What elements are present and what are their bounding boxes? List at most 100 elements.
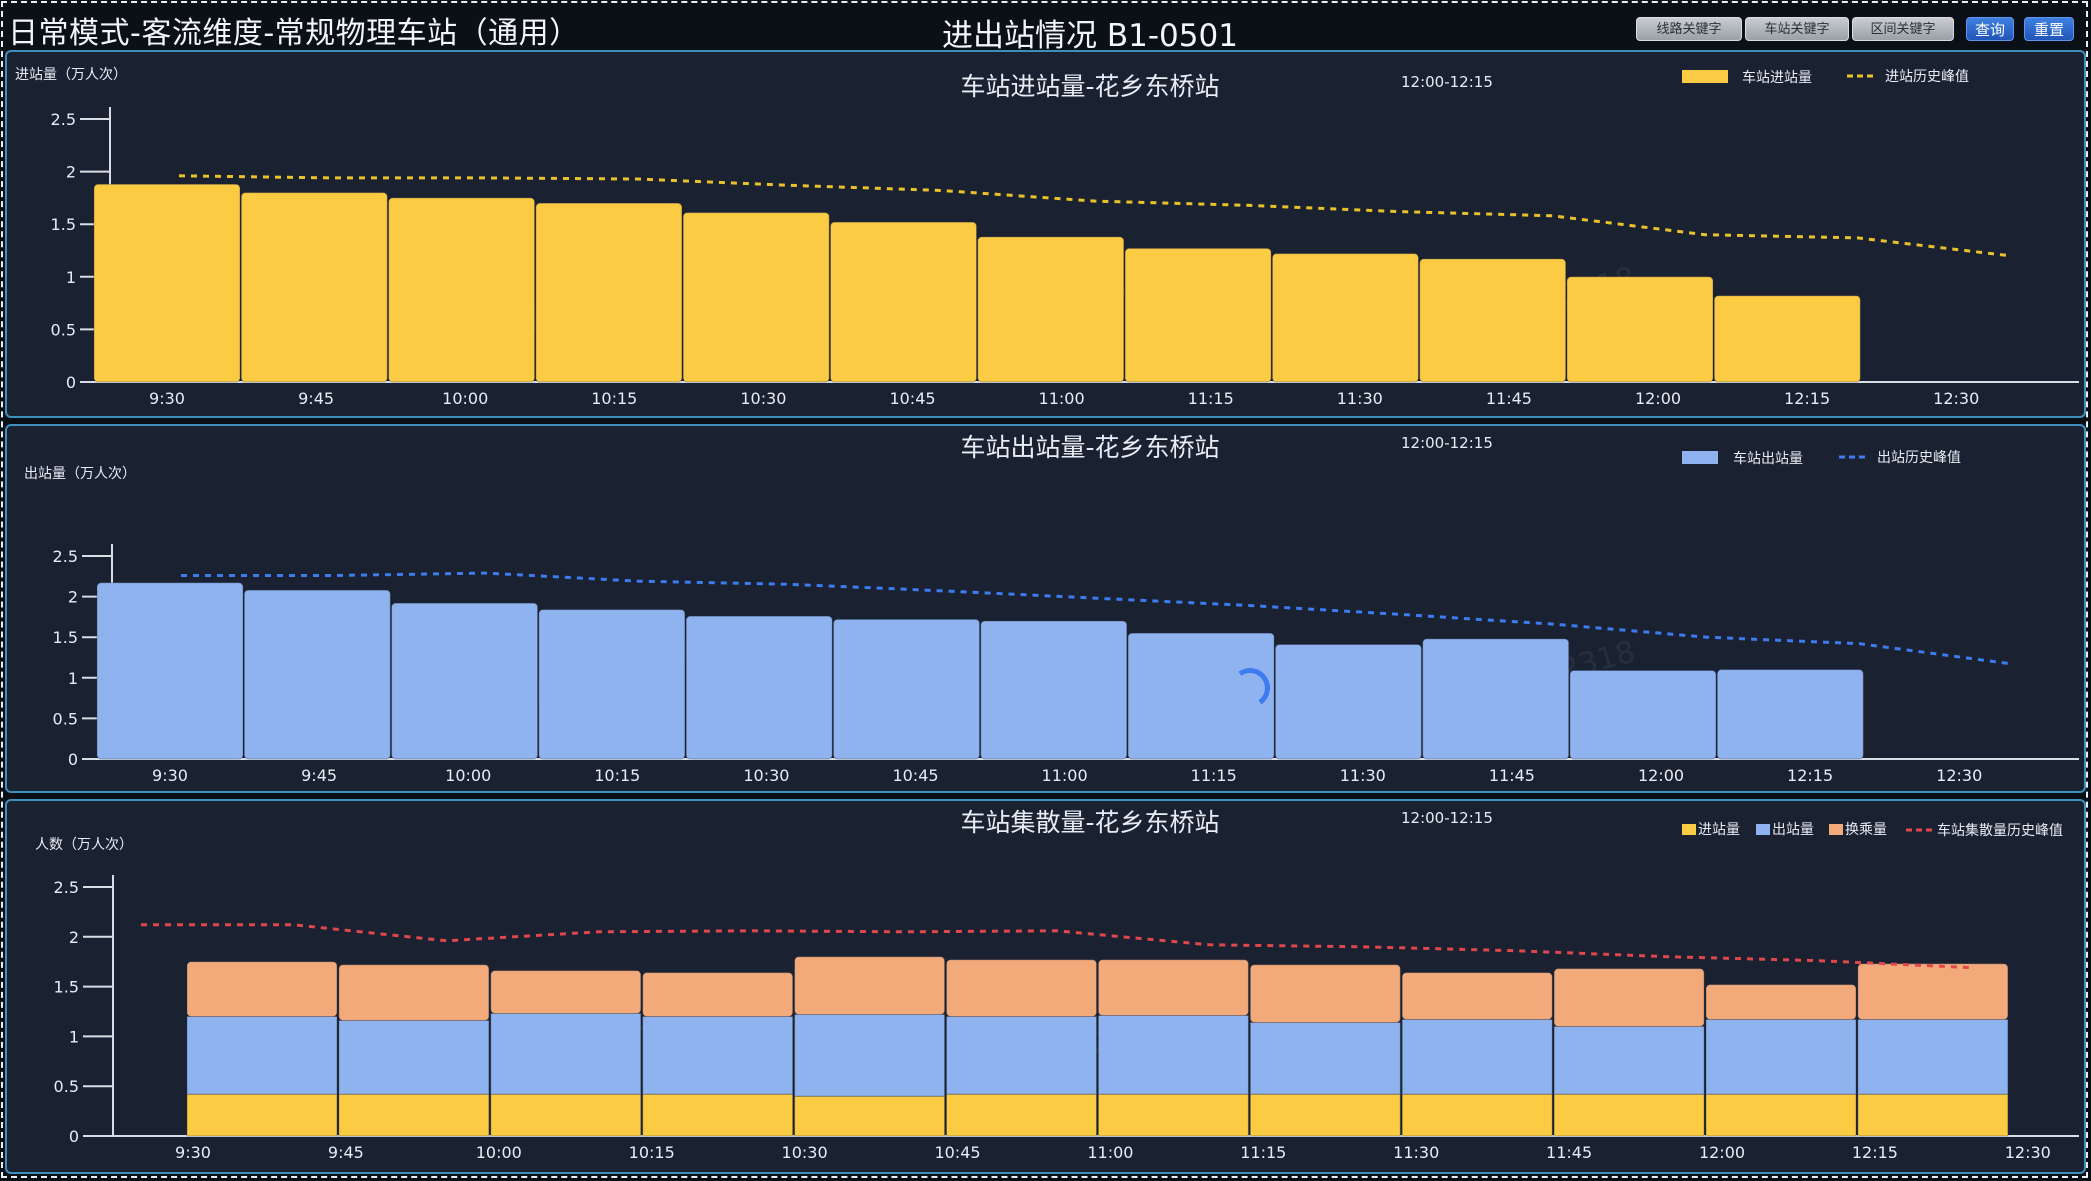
y-tick-label: 1	[69, 1027, 79, 1046]
x-tick-label: 11:15	[1188, 389, 1234, 408]
x-tick-label: 12:15	[1852, 1143, 1898, 1162]
y-tick-label: 0	[69, 1127, 79, 1146]
stack-segment-entry	[1705, 1093, 1857, 1137]
legend-label: 出站历史峰值	[1877, 450, 1961, 466]
legend-label: 车站出站量	[1733, 450, 1803, 467]
y-tick-label: 0	[66, 373, 76, 392]
entry-bar	[1566, 276, 1714, 383]
stack-segment-entry	[946, 1093, 1097, 1137]
x-tick-label: 12:00	[1635, 389, 1681, 408]
x-tick-label: 11:30	[1337, 389, 1383, 408]
x-tick-label: 10:00	[442, 389, 488, 408]
x-tick-label: 12:00	[1638, 766, 1684, 785]
x-tick-label: 11:45	[1546, 1143, 1592, 1162]
x-tick-label: 11:00	[1042, 766, 1088, 785]
stack-segment-entry	[186, 1093, 338, 1137]
chart-title: 车站出站量-花乡东桥站	[960, 433, 1219, 462]
stack-segment-transfer	[490, 970, 642, 1014]
entry-bar	[1271, 253, 1419, 383]
stack-segment-transfer	[1553, 968, 1705, 1027]
stack-segment-exit	[1553, 1025, 1705, 1095]
stack-segment-transfer	[186, 961, 338, 1017]
y-tick-label: 2.5	[53, 547, 78, 566]
legend-label: 车站进站量	[1742, 69, 1812, 86]
stack-segment-exit	[794, 1013, 946, 1097]
stack-segment-transfer	[1857, 963, 2009, 1020]
stack-segment-transfer	[1705, 984, 1857, 1020]
exit-bar	[1422, 638, 1570, 760]
x-tick-label: 10:15	[591, 389, 637, 408]
exit-bar	[96, 582, 244, 760]
stack-segment-exit	[1401, 1018, 1553, 1095]
x-tick-label: 10:00	[445, 766, 491, 785]
entry-bar	[240, 192, 388, 383]
stack-segment-exit	[1097, 1014, 1249, 1095]
stack-segment-exit	[338, 1019, 490, 1095]
exit-peak-line	[181, 571, 2013, 666]
time-range: 12:00-12:15	[1401, 73, 1493, 91]
y-tick-label: 0.5	[53, 709, 78, 728]
x-tick-label: 9:30	[149, 389, 185, 408]
entry-bar	[830, 221, 977, 383]
x-tick-label: 10:30	[743, 766, 789, 785]
legend-swatch-agg	[1682, 824, 1696, 835]
x-tick-label: 11:15	[1240, 1143, 1286, 1162]
y-tick-label: 1.5	[53, 628, 78, 647]
chart-title: 车站进站量-花乡东桥站	[960, 72, 1219, 101]
query-button[interactable]: 查询	[1966, 17, 2014, 41]
y-tick-label: 0	[68, 750, 78, 769]
y-tick-label: 0.5	[54, 1077, 79, 1096]
exit-bar	[980, 620, 1128, 760]
x-tick-label: 11:00	[1087, 1143, 1133, 1162]
x-tick-label: 11:30	[1340, 766, 1386, 785]
legend-swatch-agg	[1829, 824, 1843, 835]
legend-label: 进站历史峰值	[1885, 69, 1969, 85]
y-tick-label: 2.5	[54, 878, 79, 897]
stack-segment-exit	[642, 1015, 794, 1095]
exit-bar	[1274, 644, 1422, 760]
y-tick-label: 1.5	[51, 215, 76, 234]
y-axis-label: 进站量（万人次）	[15, 67, 127, 83]
x-tick-label: 10:15	[629, 1143, 675, 1162]
time-range: 12:00-12:15	[1401, 809, 1493, 827]
section-keyword-button[interactable]: 区间关键字	[1852, 17, 1954, 41]
stack-segment-exit	[490, 1012, 642, 1095]
x-tick-label: 11:45	[1486, 389, 1532, 408]
time-range: 12:00-12:15	[1401, 434, 1493, 452]
stack-segment-entry	[1401, 1093, 1553, 1137]
page-title: 进出站情况 B1-0501	[942, 18, 1238, 54]
x-tick-label: 11:30	[1393, 1143, 1439, 1162]
exit-bar	[1569, 669, 1717, 760]
top-bar: 日常模式-客流维度-常规物理车站（通用） 进出站情况 B1-0501 线路关键字…	[0, 0, 2091, 54]
x-tick-label: 12:15	[1787, 766, 1833, 785]
exit-bar	[391, 602, 539, 760]
reset-button[interactable]: 重置	[2024, 17, 2074, 41]
legend-label: 进站量	[1698, 822, 1740, 838]
y-tick-label: 2	[68, 588, 78, 607]
line-keyword-button[interactable]: 线路关键字	[1636, 17, 1742, 41]
stack-segment-entry	[1097, 1093, 1249, 1137]
station-keyword-button[interactable]: 车站关键字	[1745, 17, 1849, 41]
y-axis-label: 出站量（万人次）	[24, 466, 136, 482]
stack-segment-transfer	[642, 972, 794, 1017]
app-title: 日常模式-客流维度-常规物理车站（通用）	[8, 16, 580, 51]
stack-segment-transfer	[1401, 972, 1553, 1020]
x-tick-label: 9:45	[298, 389, 334, 408]
entry-bar	[1713, 295, 1861, 383]
x-tick-label: 9:30	[175, 1143, 211, 1162]
exit-bar	[1716, 669, 1864, 760]
exit-bar	[1127, 632, 1275, 760]
exit-bar	[685, 615, 833, 760]
exit-bar	[833, 618, 980, 760]
stack-segment-entry	[1553, 1093, 1705, 1137]
stack-segment-exit	[186, 1015, 338, 1095]
x-tick-label: 12:30	[1936, 766, 1982, 785]
exit-bar	[243, 589, 391, 760]
legend-label: 换乘量	[1845, 821, 1887, 838]
y-tick-label: 2.5	[51, 110, 76, 129]
x-tick-label: 10:15	[594, 766, 640, 785]
